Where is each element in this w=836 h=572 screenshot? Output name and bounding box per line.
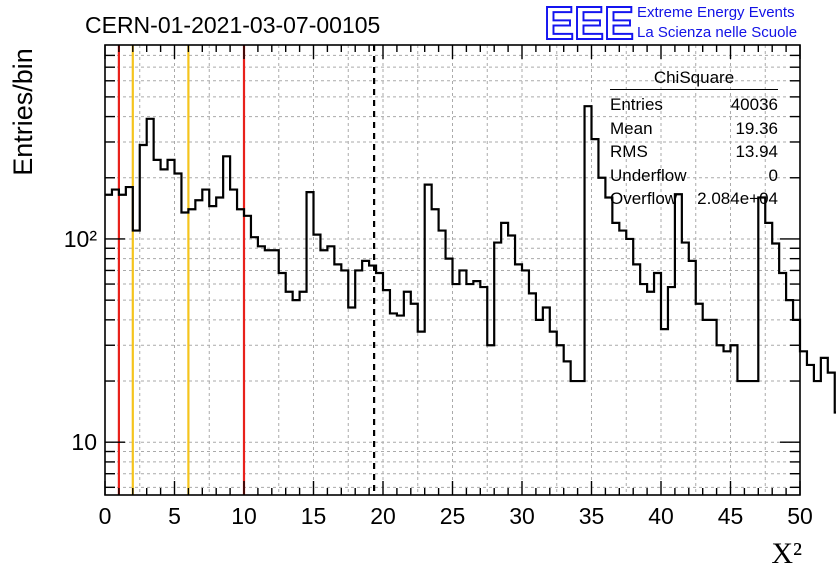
x-tick-labels: 0 5 10 15 20 25 30 35 40 45 50: [99, 503, 813, 529]
axis-ticks: [104, 45, 801, 495]
y-tick-label: 10: [71, 429, 97, 455]
x-tick-label: 5: [168, 503, 181, 529]
logo-tagline-2: La Scienza nelle Scuole: [637, 24, 798, 41]
stats-value: 0: [768, 165, 778, 185]
histogram-line: [105, 105, 836, 414]
stats-label: Overflow: [610, 189, 678, 208]
y-axis-label: Entries/bin: [8, 48, 38, 176]
svg-text:EEE: EEE: [544, 2, 634, 42]
x-axis-label: X²: [771, 537, 802, 570]
stats-title: ChiSquare: [610, 68, 778, 90]
x-tick-label: 50: [787, 503, 813, 529]
x-tick-label: 45: [718, 503, 744, 529]
x-tick-label: 25: [440, 503, 466, 529]
y-tick-label: 10²: [64, 226, 98, 252]
reference-lines: [117, 45, 376, 495]
stats-value: 13.94: [735, 142, 778, 161]
grid-lines: [105, 45, 800, 495]
stats-value: 2.084e+04: [697, 189, 778, 208]
stats-label: Mean: [610, 118, 653, 138]
stats-label: RMS: [610, 142, 648, 161]
stats-box: ChiSquare Entries 40036 Mean 19.36 RMS 1…: [610, 68, 778, 211]
stats-label: Entries: [610, 95, 663, 114]
x-tick-label: 0: [99, 503, 112, 529]
stats-value: 19.36: [735, 118, 778, 138]
y-tick-labels: 10 10²: [64, 226, 98, 455]
eee-logo: EEE: [543, 2, 635, 42]
stats-value: 40036: [730, 95, 778, 114]
x-tick-label: 30: [509, 503, 535, 529]
stats-row-mean: Mean 19.36: [610, 117, 778, 141]
x-tick-label: 40: [648, 503, 674, 529]
stats-row-overflow: Overflow 2.084e+04: [610, 187, 778, 211]
logo-tagline-1: Extreme Energy Events: [637, 4, 795, 21]
x-tick-label: 10: [231, 503, 257, 529]
x-tick-label: 35: [579, 503, 605, 529]
x-tick-label: 20: [370, 503, 396, 529]
stats-row-entries: Entries 40036: [610, 93, 778, 117]
stats-row-underflow: Underflow 0: [610, 164, 778, 188]
stats-row-rms: RMS 13.94: [610, 140, 778, 164]
x-tick-label: 15: [301, 503, 327, 529]
stats-label: Underflow: [610, 165, 687, 185]
run-title: CERN-01-2021-03-07-00105: [85, 12, 381, 38]
